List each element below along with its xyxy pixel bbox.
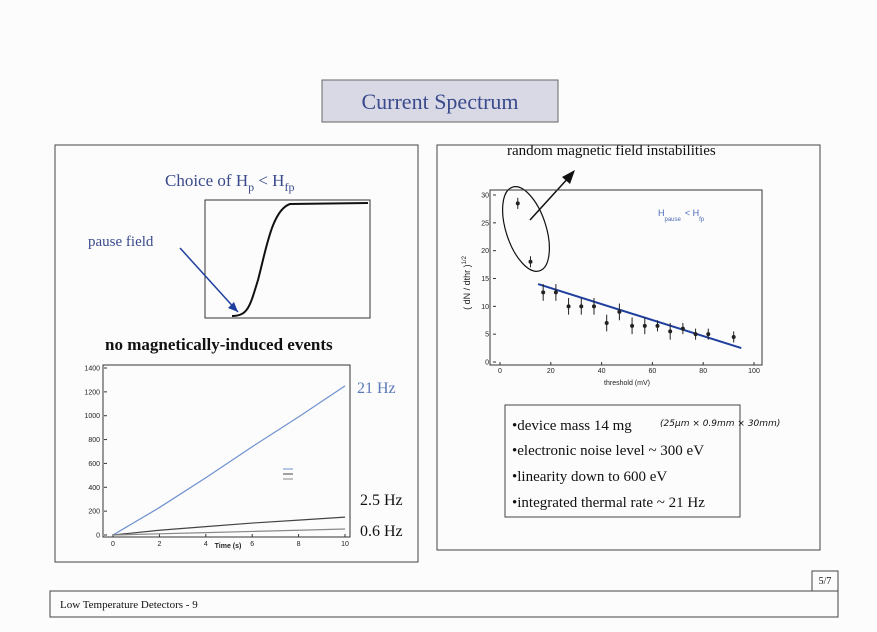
data-point <box>731 334 736 339</box>
pause-plot-frame <box>204 199 371 319</box>
annotation: random magnetic field instabilities <box>507 143 716 159</box>
fit-line <box>537 283 742 350</box>
pause-arrow <box>179 247 239 313</box>
x-tick-label: 8 <box>297 541 301 548</box>
data-point <box>668 329 673 334</box>
pause-curve <box>231 202 369 317</box>
events-plot-frame <box>102 364 351 538</box>
y-tick-label: 1200 <box>84 389 100 396</box>
bullet: •device mass 14 mg <box>512 418 632 434</box>
y-axis-label: ( dN / dthr )1/2 <box>462 255 472 310</box>
ylabel: ( dN / dthr ) <box>462 264 472 310</box>
y-tick-label: 15 <box>481 276 489 283</box>
data-point <box>604 321 609 326</box>
y-tick-label: 10 <box>481 304 489 311</box>
data-point <box>541 290 546 295</box>
bullet-box <box>504 404 741 518</box>
y-tick-label: 0 <box>96 533 100 540</box>
plot-legend: Hpause< Hfp <box>658 208 705 223</box>
x-tick-label: 0 <box>498 368 502 375</box>
bullet: •integrated thermal rate ~ 21 Hz <box>512 495 705 511</box>
legend-text: H <box>658 208 665 218</box>
data-point <box>642 323 647 328</box>
pause-label: pause field <box>88 234 154 250</box>
data-point <box>706 332 711 337</box>
series-line <box>112 385 346 536</box>
y-tick-label: 200 <box>88 509 100 516</box>
y-tick-label: 600 <box>88 461 100 468</box>
data-point <box>680 326 685 331</box>
right-panel <box>436 144 821 551</box>
x-tick-label: 80 <box>699 368 707 375</box>
data-point <box>579 304 584 309</box>
heading-text: < H <box>254 171 284 190</box>
y-tick-label: 400 <box>88 485 100 492</box>
title: Current Spectrum <box>361 89 518 114</box>
x-tick-label: 40 <box>598 368 606 375</box>
legend-sub: fp <box>699 217 705 223</box>
y-tick-label: 800 <box>88 437 100 444</box>
series-line <box>112 528 346 536</box>
x-tick-label: 60 <box>649 368 657 375</box>
data-point <box>591 304 596 309</box>
arrow-head <box>228 302 238 312</box>
x-tick-label: 20 <box>547 368 555 375</box>
data-point <box>617 309 622 314</box>
title-box <box>321 79 559 123</box>
x-axis-label: Time (s) <box>215 543 242 550</box>
y-tick-label: 5 <box>485 332 489 339</box>
x-tick-label: 2 <box>157 541 161 548</box>
left-panel <box>54 144 419 563</box>
rate-label: 0.6 Hz <box>360 523 403 540</box>
bullet: •linearity down to 600 eV <box>512 469 667 485</box>
x-tick-label: 0 <box>111 541 115 548</box>
footer-box <box>49 590 839 618</box>
data-point <box>630 323 635 328</box>
heading-sub: p <box>248 180 254 194</box>
x-axis-label: threshold (mV) <box>604 380 650 387</box>
rate-label: 2.5 Hz <box>360 492 403 509</box>
handwritten-note: (25μm × 0.9mm × 30mm) <box>660 419 780 429</box>
arrow-head <box>562 170 575 184</box>
y-tick-label: 0 <box>485 360 489 367</box>
data-point <box>566 304 571 309</box>
caption: no magnetically-induced events <box>105 335 333 354</box>
data-point <box>553 290 558 295</box>
rate-label: 21 Hz <box>357 380 396 397</box>
bullet: •electronic noise level ~ 300 eV <box>512 443 704 459</box>
footer-text: Low Temperature Detectors - 9 <box>60 599 198 611</box>
y-tick-label: 1000 <box>84 413 100 420</box>
y-tick-label: 20 <box>481 248 489 255</box>
heading-sub: fp <box>284 180 294 194</box>
data-point <box>693 332 698 337</box>
series-line <box>112 516 346 536</box>
legend <box>283 468 293 480</box>
y-tick-label: 30 <box>481 193 489 200</box>
x-tick-label: 6 <box>250 541 254 548</box>
highlight-ellipse <box>502 186 550 272</box>
y-tick-label: 1400 <box>84 366 100 373</box>
x-tick-label: 10 <box>341 541 349 548</box>
data-point <box>528 259 533 264</box>
annotation-arrow <box>529 175 571 221</box>
legend-text: < H <box>685 208 699 218</box>
data-point <box>655 323 660 328</box>
data-point <box>515 201 520 206</box>
legend-sub: pause <box>665 217 682 223</box>
spectrum-plot-frame <box>489 189 763 366</box>
left-heading: Choice of Hp < Hfp <box>165 171 294 194</box>
heading-text: Choice of H <box>165 171 248 190</box>
x-tick-label: 100 <box>748 368 760 375</box>
ylabel-sup: 1/2 <box>462 255 468 264</box>
x-tick-label: 4 <box>204 541 208 548</box>
y-tick-label: 25 <box>481 220 489 227</box>
page-number: 5/7 <box>819 576 832 587</box>
